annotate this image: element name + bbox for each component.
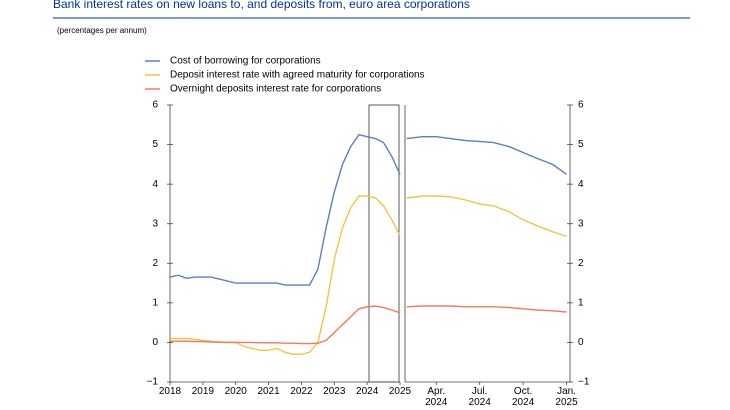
x-tick-label: Apr. 2024 [425, 386, 448, 408]
chart-title: Bank interest rates on new loans to, and… [53, 0, 470, 11]
y-tick-label: 2 [578, 258, 584, 269]
legend-label: Overnight deposits interest rate for cor… [170, 84, 381, 95]
series-line [406, 136, 567, 175]
y-tick-label: 5 [152, 139, 158, 150]
y-tick-label: 1 [152, 297, 158, 308]
series-line [406, 195, 567, 238]
y-tick-label: 4 [152, 179, 158, 190]
y-tick-label: 5 [578, 139, 584, 150]
y-tick-label: 0 [152, 337, 158, 348]
legend-label: Deposit interest rate with agreed maturi… [170, 70, 425, 81]
x-tick-label: 2021 [257, 386, 280, 397]
highlight-box [368, 104, 400, 383]
y-tick-label: 6 [152, 100, 158, 111]
x-tick-label: 2024 [356, 386, 379, 397]
y-tick-label: 3 [578, 218, 584, 229]
y-tick-label: −1 [578, 377, 590, 388]
chart-subtitle: (percentages per annum) [57, 26, 147, 35]
x-tick-label: 2022 [290, 386, 313, 397]
x-tick-label: 2025 [388, 386, 412, 397]
legend-label: Cost of borrowing for corporations [170, 56, 321, 67]
x-tick-label: 2020 [224, 386, 247, 397]
y-tick-label: 1 [578, 297, 584, 308]
y-tick-label: −1 [147, 377, 159, 388]
x-tick-label: 2023 [323, 386, 346, 397]
y-tick-label: 6 [578, 100, 584, 111]
x-tick-label: Oct. 2024 [511, 386, 535, 408]
x-tick-label: 2019 [191, 386, 214, 397]
x-tick-label: Jul. 2024 [468, 386, 491, 408]
series-line [170, 195, 401, 355]
x-tick-label: Jan. 2025 [555, 386, 578, 408]
series-line [170, 305, 401, 345]
x-tick-label: 2018 [158, 386, 182, 397]
y-tick-label: 3 [152, 218, 158, 229]
y-tick-label: 0 [578, 337, 584, 348]
series-line [406, 305, 567, 313]
y-tick-label: 4 [578, 179, 584, 190]
y-tick-label: 2 [152, 258, 158, 269]
series-line [169, 133, 401, 286]
